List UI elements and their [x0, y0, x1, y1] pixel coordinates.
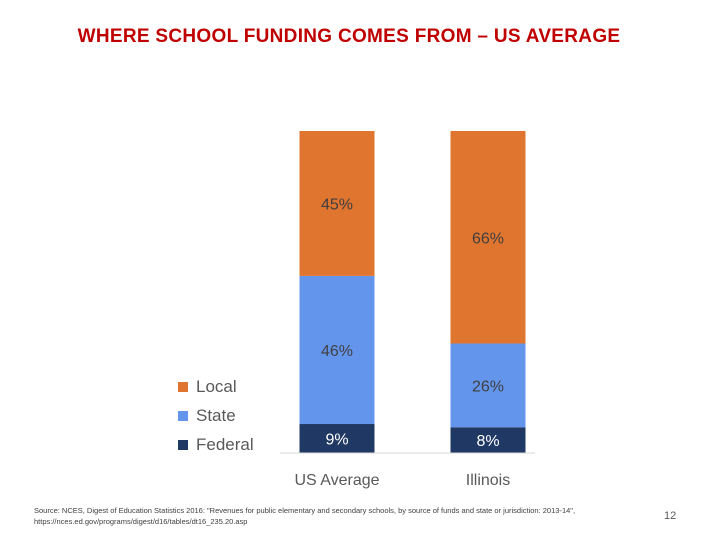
bars-group: 9% 46% 45% 8% 26% 66%	[299, 131, 526, 453]
legend-label-state: State	[196, 405, 236, 425]
category-label-us-average: US Average	[294, 472, 379, 489]
legend: Local State Federal	[178, 372, 254, 459]
category-labels: US Average Illinois	[294, 472, 510, 489]
bar-local-illinois	[450, 131, 526, 344]
bar-state-illinois	[450, 343, 526, 428]
bar-local-us-average	[299, 131, 375, 276]
source-note: Source: NCES, Digest of Education Statis…	[34, 505, 634, 527]
page-title: WHERE SCHOOL FUNDING COMES FROM – US AVE…	[77, 26, 621, 47]
category-label-illinois: Illinois	[466, 472, 510, 489]
legend-label-local: Local	[196, 376, 237, 396]
bar-federal-us-average	[299, 424, 375, 453]
data-label-federal-illinois: 8%	[476, 433, 499, 450]
legend-item-state: State	[178, 401, 254, 430]
data-label-local-us-average: 45%	[321, 196, 353, 213]
legend-swatch-federal	[178, 439, 188, 450]
data-label-local-illinois: 66%	[472, 230, 504, 247]
data-label-state-illinois: 26%	[472, 378, 504, 395]
legend-swatch-state	[178, 410, 188, 421]
data-label-state-us-average: 46%	[321, 343, 353, 360]
bar-federal-illinois	[450, 427, 526, 453]
page-number: 12	[664, 510, 677, 522]
legend-item-federal: Federal	[178, 430, 254, 459]
source-line-2: https://nces.ed.gov/programs/digest/d16/…	[34, 517, 248, 526]
legend-swatch-local	[178, 381, 188, 392]
data-label-federal-us-average: 9%	[325, 432, 348, 449]
bar-state-us-average	[299, 275, 375, 425]
legend-item-local: Local	[178, 372, 254, 401]
legend-label-federal: Federal	[196, 434, 254, 454]
source-line-1: Source: NCES, Digest of Education Statis…	[34, 506, 576, 515]
